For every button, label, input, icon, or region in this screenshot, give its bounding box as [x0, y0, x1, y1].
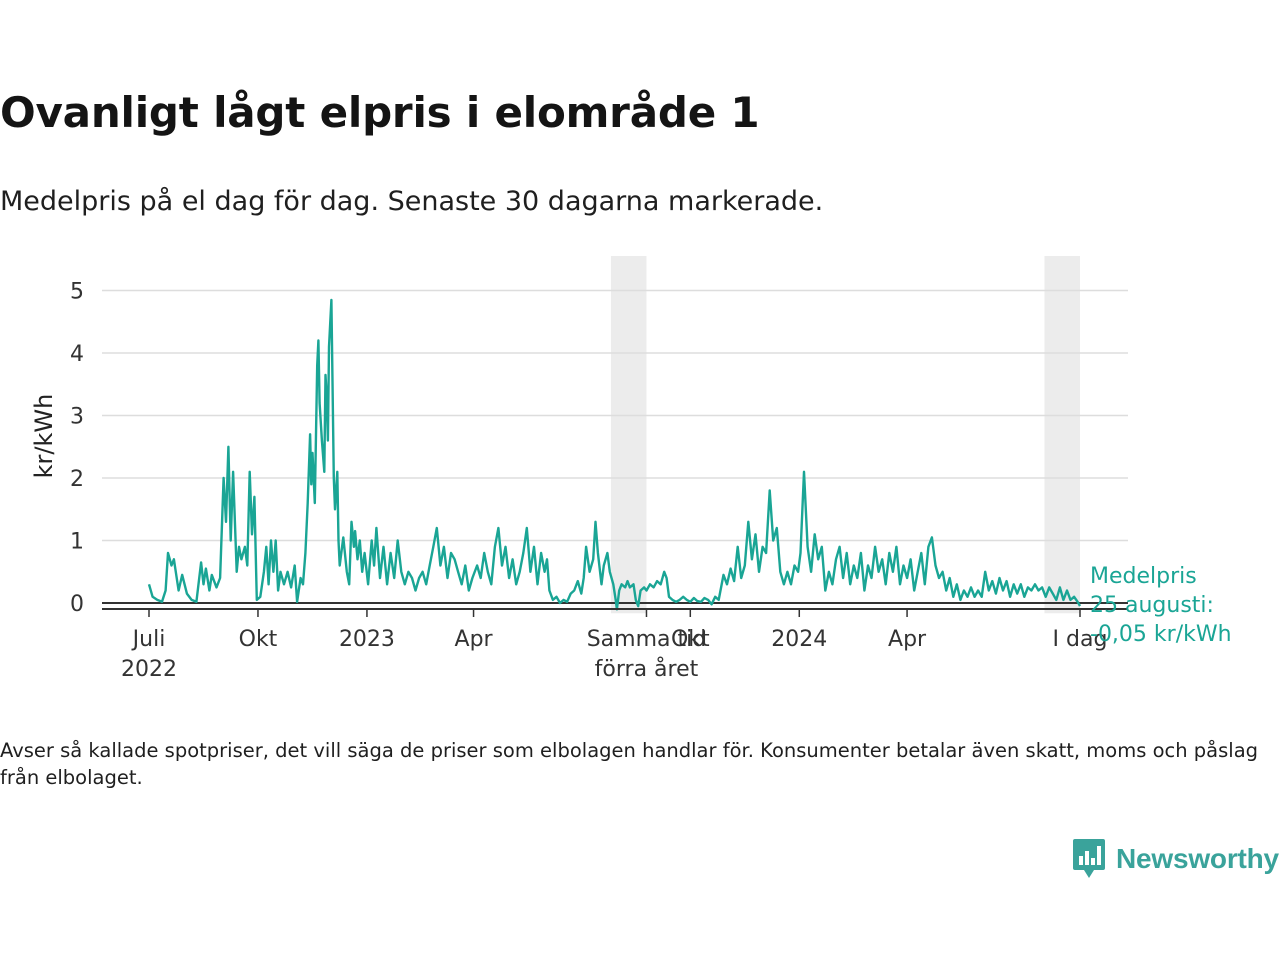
x-tick-label: Juli 2022 — [121, 627, 177, 682]
x-tick-label: 2024 — [771, 627, 827, 652]
x-tick-label: Apr — [455, 627, 494, 652]
x-tick-label: Samma tid förra året — [587, 627, 707, 682]
x-tick-label: Okt — [239, 627, 278, 652]
highlight-band-2 — [1044, 256, 1080, 614]
chart-subtitle: Medelpris på el dag för dag. Senaste 30 … — [0, 186, 824, 217]
footnote: Avser så kallade spotpriser, det vill sä… — [0, 739, 1259, 789]
y-tick-label: 2 — [70, 467, 84, 492]
annotation-text: Medelpris 25 augusti: -0,05 kr/kWh — [1090, 564, 1232, 647]
grid-lines — [102, 289, 1128, 542]
y-axis: 0 1 2 3 4 5 — [70, 280, 84, 618]
x-tick-label: Okt — [671, 627, 710, 652]
brand-name: Newsworthy — [1116, 843, 1279, 874]
y-axis-label: kr/kWh — [30, 394, 58, 479]
y-tick-label: 3 — [70, 405, 84, 430]
y-tick-label: 0 — [70, 592, 84, 617]
x-tick-label: Apr — [888, 627, 927, 652]
latest-value-annotation: Medelpris 25 augusti: -0,05 kr/kWh — [1090, 564, 1232, 647]
y-tick-label: 1 — [70, 530, 84, 555]
y-tick-label: 4 — [70, 342, 84, 367]
newsworthy-logo-icon — [1073, 839, 1105, 878]
price-series — [147, 298, 1082, 611]
newsworthy-logo[interactable]: Newsworthy — [1072, 838, 1279, 880]
highlight-bands — [610, 256, 1080, 614]
y-tick-label: 5 — [70, 280, 84, 305]
chart-title: Ovanligt lågt elpris i elområde 1 — [0, 88, 760, 137]
series-line-1 — [147, 298, 1082, 611]
x-tick-label: 2023 — [339, 627, 395, 652]
x-tick-label: I dag — [1053, 627, 1108, 652]
highlight-band-1 — [610, 256, 647, 614]
